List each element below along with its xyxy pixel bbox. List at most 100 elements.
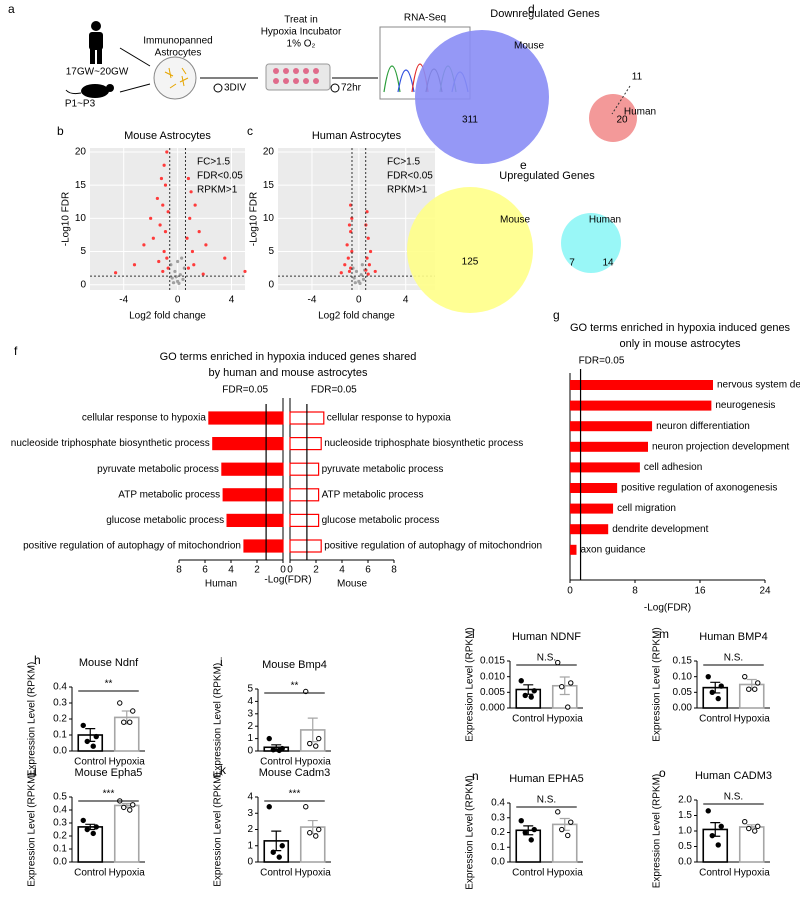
data-point	[266, 735, 272, 742]
significance-label: **	[291, 681, 299, 692]
point	[193, 203, 197, 207]
x-tick-label: Hypoxia	[109, 868, 146, 879]
y-tick-label: 0.00	[673, 703, 693, 714]
chart-title: only in mouse astrocytes	[619, 338, 741, 350]
bar	[570, 421, 653, 432]
y-tick-label: 0	[247, 857, 253, 868]
data-point	[93, 733, 99, 740]
category-label: glucose metabolic process	[322, 515, 440, 526]
y-tick-label: 0.3	[53, 818, 67, 829]
y-tick-label: 0.4	[53, 805, 67, 816]
x-tick-label: Hypoxia	[734, 868, 771, 879]
x-tick-label: Control	[512, 868, 544, 879]
panel-label: b	[57, 124, 64, 138]
plot-background	[90, 148, 245, 290]
data-point	[279, 843, 285, 849]
plot-background	[278, 148, 435, 290]
count-label: 11	[632, 72, 643, 83]
chart-title: by human and mouse astrocytes	[209, 367, 368, 379]
x-tick-label: Control	[260, 868, 292, 879]
y-tick-label: 0.2	[491, 827, 505, 838]
x-tick-label: 8	[391, 565, 397, 576]
data-point	[84, 826, 90, 833]
point	[159, 176, 164, 181]
set-label: Human	[624, 107, 656, 118]
point	[189, 190, 193, 194]
step-label: 72hr	[341, 83, 362, 94]
well-plate	[265, 63, 331, 91]
point	[186, 266, 190, 270]
chart-title: Downregulated Genes	[490, 8, 600, 20]
data-point	[93, 824, 99, 830]
clock	[330, 83, 340, 93]
bar	[570, 441, 648, 452]
data-point	[117, 700, 123, 706]
x-tick-label: 4	[228, 565, 234, 576]
venn-circle	[407, 187, 533, 313]
point	[223, 256, 227, 260]
x-tick-label: 4	[403, 295, 409, 306]
y-tick-label: 4	[247, 696, 253, 707]
data-point	[276, 747, 282, 754]
chart-title: Human BMP4	[699, 631, 767, 643]
panel-label: h	[34, 653, 41, 667]
chart-title: Mouse Bmp4	[262, 659, 327, 671]
chart-title: Human NDNF	[512, 631, 581, 643]
y-tick-label: 0.1	[53, 730, 67, 741]
category-label: pyruvate metabolic process	[322, 464, 444, 475]
venn-circle	[561, 213, 621, 273]
point	[177, 281, 181, 285]
set-label: Mouse	[500, 215, 530, 226]
category-label: positive regulation of axonogenesis	[621, 483, 777, 494]
y-tick-label: 5	[247, 684, 253, 695]
y-tick-label: 0.015	[480, 656, 505, 667]
significance-label: N.S.	[724, 653, 743, 664]
category-label: nervous system development	[717, 380, 800, 391]
y-tick-label: 0.3	[491, 812, 505, 823]
significance-label: **	[105, 679, 113, 690]
y-tick-label: 20	[263, 147, 275, 158]
panel-label: n	[472, 769, 479, 783]
data-point	[705, 808, 711, 814]
point	[176, 259, 180, 264]
x-tick-label: Hypoxia	[295, 868, 332, 879]
incubator-label: 1% O₂	[287, 39, 316, 50]
data-point	[518, 678, 524, 684]
cells-label: Astrocytes	[155, 48, 202, 59]
y-axis-label: Expression Level (RPKM)	[213, 772, 224, 886]
point	[352, 276, 356, 280]
point	[190, 249, 195, 254]
significance-label: ***	[289, 789, 301, 800]
panel-label: f	[14, 344, 18, 358]
data-point	[90, 830, 96, 837]
point	[155, 196, 159, 201]
bar	[570, 503, 614, 514]
point	[346, 256, 350, 260]
bar	[113, 804, 140, 863]
x-tick-label: 0	[567, 586, 573, 597]
bar	[570, 380, 713, 390]
point	[165, 256, 169, 260]
x-tick-label: 2	[313, 565, 319, 576]
step-label: 3DIV	[224, 83, 247, 94]
point	[149, 216, 153, 220]
x-axis-label: Log2 fold change	[318, 311, 395, 322]
point	[243, 269, 247, 274]
category-label: nucleoside triphosphate biosynthetic pro…	[11, 438, 210, 449]
incubator-label: Treat in	[284, 15, 318, 26]
point	[180, 256, 184, 260]
bar	[289, 462, 320, 476]
count-label: 7	[569, 258, 575, 269]
bar	[570, 524, 609, 535]
y-tick-label: 1	[247, 840, 253, 851]
x-axis-label: -Log(FDR)	[644, 603, 691, 614]
panel-label: e	[520, 158, 527, 172]
chart-title: Human CADM3	[695, 770, 772, 782]
y-tick-label: 5	[80, 246, 86, 257]
astrocytes	[164, 67, 189, 89]
y-tick-label: 1.5	[678, 810, 692, 821]
y-tick-label: 0.1	[491, 842, 505, 853]
bar	[289, 539, 322, 553]
panel-label: j	[33, 763, 37, 777]
y-tick-label: 0.005	[480, 687, 505, 698]
